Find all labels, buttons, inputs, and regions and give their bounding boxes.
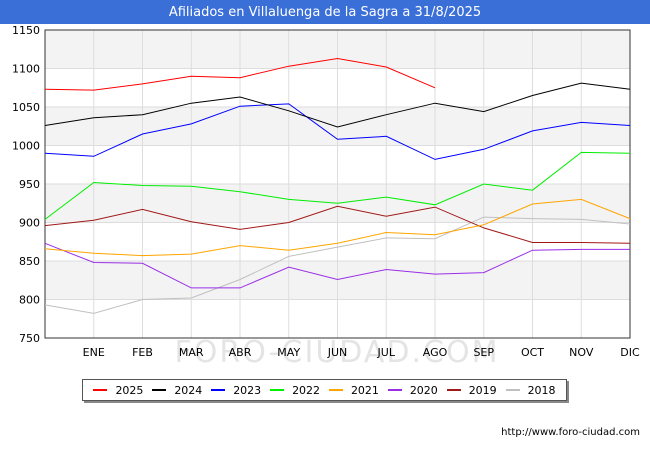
x-tick-label: FEB bbox=[132, 346, 153, 359]
series-line-2019 bbox=[44, 205, 631, 244]
legend-item-2020: 2020 bbox=[387, 383, 438, 397]
plot-frame bbox=[44, 29, 631, 339]
y-tick-label: 750 bbox=[19, 332, 40, 345]
legend-swatch bbox=[270, 389, 285, 391]
x-tick-label: MAR bbox=[179, 346, 204, 359]
x-tick-label: DIC bbox=[620, 346, 640, 359]
series-line-2024 bbox=[44, 82, 631, 128]
series-line-2020 bbox=[44, 242, 630, 289]
chart-title: Afiliados en Villaluenga de la Sagra a 3… bbox=[0, 0, 650, 24]
legend-item-2023: 2023 bbox=[211, 384, 261, 397]
x-tick-label: JUL bbox=[377, 346, 396, 359]
y-tick-label: 850 bbox=[19, 255, 40, 268]
watermark: FORO-CIUDAD.COM bbox=[175, 335, 500, 370]
legend-item-2018: 2018 bbox=[505, 383, 556, 397]
y-tick-label: 950 bbox=[19, 178, 40, 191]
legend-swatch bbox=[387, 389, 402, 391]
legend-swatch bbox=[446, 389, 461, 391]
series-lines bbox=[44, 57, 631, 314]
legend: 2025 2024 2023 2022 2021 2020 2019 2018 bbox=[82, 379, 567, 401]
y-tick-label: 1100 bbox=[12, 63, 40, 76]
legend-label: 2018 bbox=[527, 383, 556, 397]
source-link[interactable]: http://www.foro-ciudad.com bbox=[501, 427, 640, 438]
legend-swatch bbox=[505, 389, 520, 391]
y-tick-label: 1050 bbox=[12, 101, 40, 114]
legend-label: 2024 bbox=[174, 383, 203, 397]
legend-swatch bbox=[152, 389, 167, 391]
series-line-2021 bbox=[44, 198, 631, 257]
legend-item-2022: 2022 bbox=[270, 384, 320, 397]
legend-label: 2020 bbox=[409, 383, 438, 397]
x-tick-label: SEP bbox=[473, 346, 494, 359]
legend-label: 2021 bbox=[350, 383, 379, 397]
legend-item-2025: 2025 bbox=[93, 384, 143, 397]
legend-swatch bbox=[328, 389, 343, 391]
x-tick-label: ABR bbox=[229, 346, 252, 359]
legend-item-2019: 2019 bbox=[446, 383, 497, 397]
x-tick-label: MAY bbox=[277, 346, 300, 359]
legend-item-2024: 2024 bbox=[152, 384, 202, 397]
legend-item-2021: 2021 bbox=[328, 383, 379, 397]
y-tick-label: 1150 bbox=[12, 24, 40, 37]
legend-label: 2025 bbox=[115, 383, 144, 397]
legend-swatch bbox=[211, 389, 226, 391]
legend-swatch bbox=[93, 389, 108, 391]
axes bbox=[44, 29, 631, 339]
x-tick-label: NOV bbox=[569, 346, 594, 359]
y-axis-labels: 750 800 850 900 950 1000 1050 1100 1150 bbox=[12, 24, 40, 345]
legend-label: 2023 bbox=[233, 383, 262, 397]
x-tick-label: OCT bbox=[521, 346, 544, 359]
y-tick-label: 900 bbox=[19, 217, 40, 230]
x-axis-labels: ENE FEB MAR ABR MAY JUN JUL AGO SEP OCT NOV DIC bbox=[83, 346, 640, 359]
legend-label: 2019 bbox=[468, 383, 497, 397]
y-tick-label: 1000 bbox=[12, 140, 40, 153]
series-line-2025 bbox=[44, 57, 436, 91]
series-line-2022 bbox=[44, 151, 631, 220]
x-tick-label: JUN bbox=[327, 346, 348, 359]
y-tick-label: 800 bbox=[19, 294, 40, 307]
legend-label: 2022 bbox=[292, 383, 321, 397]
x-tick-label: AGO bbox=[423, 346, 448, 359]
x-tick-label: ENE bbox=[83, 346, 105, 359]
series-line-2018 bbox=[44, 216, 631, 314]
series-line-2023 bbox=[44, 103, 631, 160]
